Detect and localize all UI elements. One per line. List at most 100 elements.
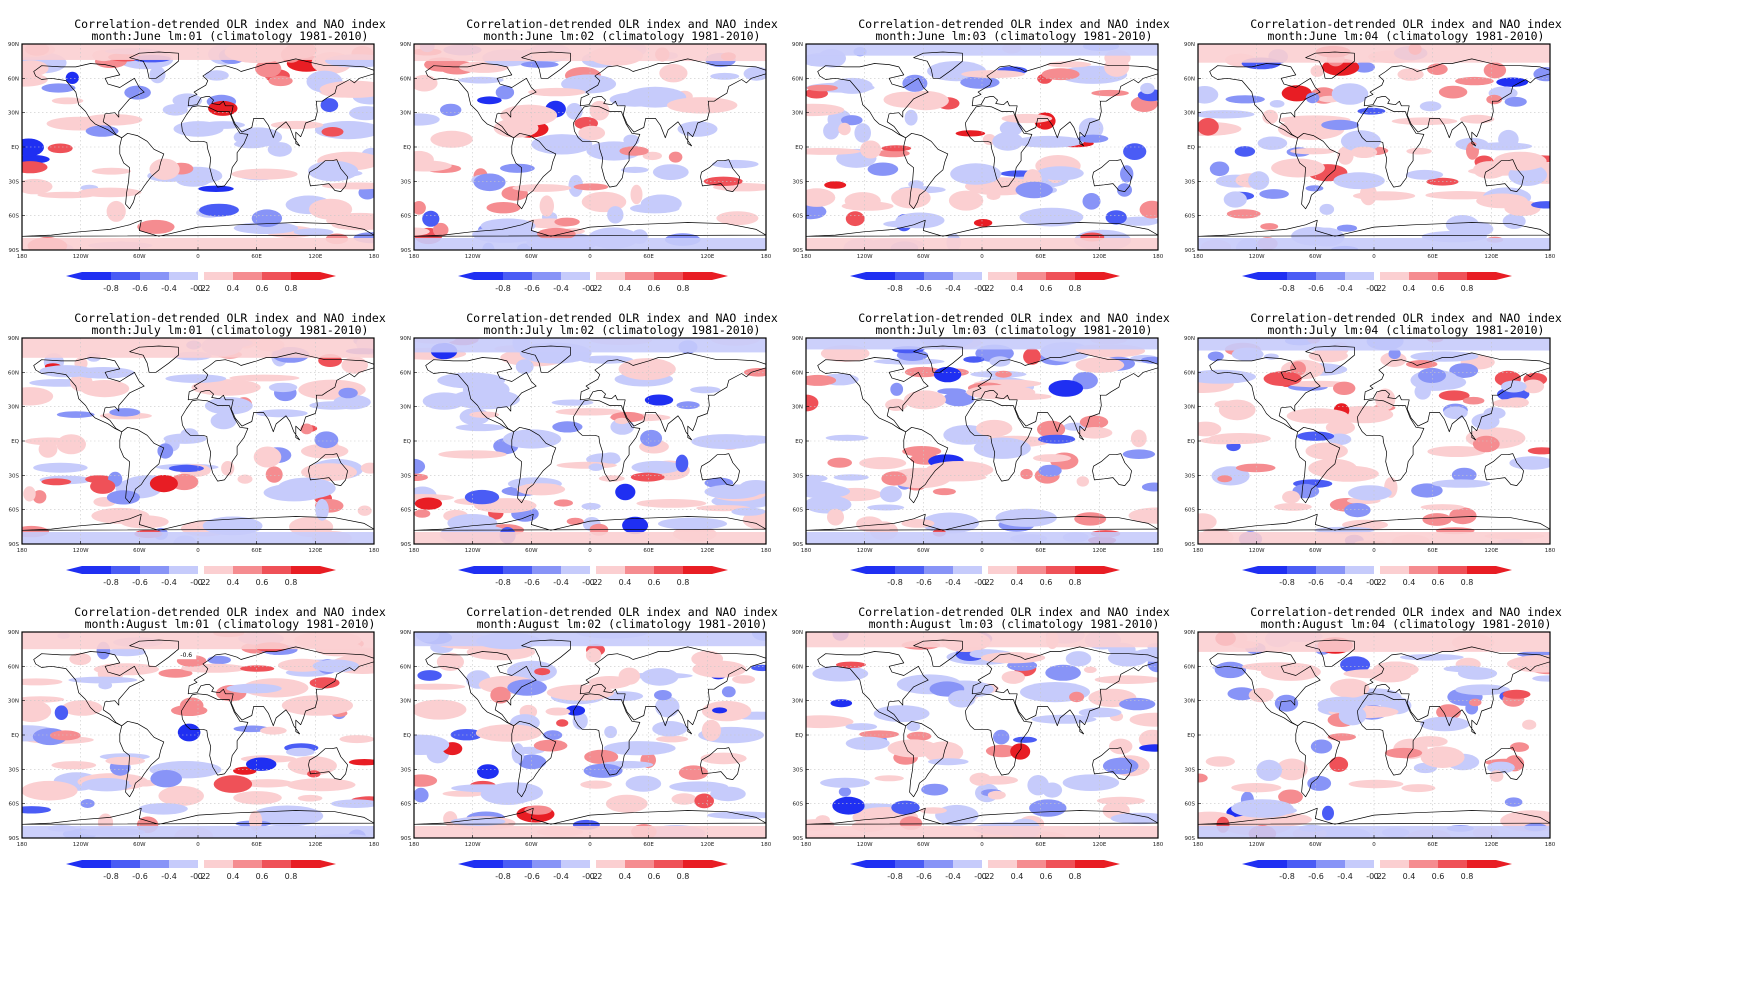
- correlation-patch: [1317, 696, 1366, 713]
- lon-tick-label: 60W: [917, 254, 930, 260]
- correlation-patch: [414, 699, 467, 720]
- lat-tick-label: 90S: [1185, 836, 1196, 842]
- colorbar-tick-label: -0.4: [553, 578, 569, 587]
- correlation-patch: [241, 779, 294, 788]
- correlation-patch: [293, 228, 334, 236]
- correlation-patch: [581, 502, 601, 510]
- lon-tick-label: 0: [980, 842, 984, 848]
- correlation-patch: [414, 113, 440, 126]
- correlation-patch: [1262, 109, 1278, 125]
- lat-tick-label: 90S: [793, 542, 804, 548]
- lat-tick-label: EQ: [11, 439, 19, 445]
- colorbar-tick-label: 0.8: [285, 872, 298, 881]
- correlation-patch: [51, 97, 84, 105]
- lat-tick-label: 30S: [401, 179, 412, 185]
- correlation-patch: [1281, 85, 1312, 102]
- colorbar-tick-label: 0.4: [619, 284, 632, 293]
- correlation-patch: [213, 775, 253, 793]
- lat-tick-label: EQ: [403, 439, 411, 445]
- correlation-patch: [806, 188, 836, 207]
- lat-tick-label: EQ: [795, 439, 803, 445]
- correlation-patch: [270, 120, 324, 130]
- correlation-patch: [1472, 435, 1500, 453]
- correlation-patch: [942, 391, 975, 407]
- correlation-patch: [1015, 181, 1053, 199]
- correlation-patch: [495, 85, 515, 100]
- lon-tick-label: 0: [980, 254, 984, 260]
- correlation-patch: [22, 806, 51, 814]
- lon-tick-label: 120E: [1092, 842, 1106, 848]
- graticule: [806, 632, 1158, 838]
- correlation-patch: [1094, 675, 1158, 684]
- lon-tick-label: 120W: [1249, 548, 1265, 554]
- correlation-patch: [1082, 193, 1101, 210]
- correlation-patch: [902, 91, 949, 111]
- colorbar-swatch: [1017, 566, 1046, 574]
- coastline: [1484, 159, 1524, 192]
- correlation-patch: [162, 104, 188, 116]
- lon-tick-label: 0: [1372, 548, 1376, 554]
- coastline: [1295, 720, 1341, 798]
- coastline: [903, 426, 949, 504]
- colorbar-swatch: [291, 860, 320, 868]
- panel-title-line2: month:July lm:01 (climatology 1981-2010): [91, 323, 369, 337]
- coastline: [129, 345, 179, 373]
- colorbar-swatch: [1258, 272, 1287, 280]
- coastline: [521, 639, 571, 667]
- correlation-patch: [1438, 85, 1468, 99]
- lat-tick-label: 30S: [9, 473, 20, 479]
- correlation-patch: [149, 158, 180, 180]
- colorbar-swatch: [474, 566, 503, 574]
- colorbar-tick-label: 0.6: [1432, 578, 1445, 587]
- correlation-patch: [824, 181, 847, 189]
- correlation-patch: [1104, 57, 1130, 77]
- colorbar-swatch: [683, 566, 712, 574]
- panel-title: Correlation-detrended OLR index and NAO …: [412, 312, 832, 336]
- colorbar-tick-label: 0.4: [1011, 872, 1024, 881]
- correlation-patch: [256, 409, 308, 418]
- panel-title: Correlation-detrended OLR index and NAO …: [20, 606, 440, 630]
- panel-title: Correlation-detrended OLR index and NAO …: [1196, 18, 1616, 42]
- correlation-patch: [652, 164, 689, 181]
- colorbar-swatch: [1345, 860, 1374, 868]
- correlation-patch: [721, 686, 736, 698]
- lat-tick-label: 60N: [792, 76, 803, 82]
- lat-tick-label: 60N: [1184, 664, 1195, 670]
- coastlines: [22, 345, 374, 531]
- colorbar-tick-label: 0.8: [677, 284, 690, 293]
- colorbar-swatch: [233, 860, 262, 868]
- colorbar-swatch: [111, 566, 140, 574]
- lat-tick-label: 90N: [400, 42, 411, 48]
- panel-title-line1: Correlation-detrended OLR index and NAO …: [858, 311, 1170, 325]
- correlation-patch: [731, 507, 766, 516]
- graticule: [1198, 338, 1550, 544]
- correlation-patch: [450, 389, 520, 410]
- coastline: [187, 646, 374, 735]
- colorbar-swatch: [140, 566, 169, 574]
- correlation-patch: [700, 752, 747, 765]
- colorbar-tick-label: -0.4: [1337, 578, 1353, 587]
- panel-title-line1: Correlation-detrended OLR index and NAO …: [466, 311, 778, 325]
- lon-tick-label: 120W: [857, 842, 873, 848]
- correlation-patch: [253, 446, 282, 468]
- lat-tick-label: 30N: [8, 405, 19, 411]
- correlation-field: [806, 338, 1158, 544]
- panel-title-line1: Correlation-detrended OLR index and NAO …: [466, 605, 778, 619]
- correlation-patch: [1119, 697, 1156, 711]
- graticule: [22, 44, 374, 250]
- colorbar-tick-label: -0.4: [553, 284, 569, 293]
- correlation-patch: [1130, 429, 1147, 448]
- colorbar-swatch: [895, 566, 924, 574]
- correlation-patch: [1038, 434, 1076, 444]
- correlation-patch: [1077, 134, 1109, 143]
- colorbar-tick-label: 0.2: [1374, 578, 1387, 587]
- correlation-patch: [1259, 189, 1289, 199]
- correlation-patch: [806, 147, 861, 155]
- correlation-patch: [845, 723, 878, 731]
- correlation-patch: [1129, 712, 1158, 727]
- coastline: [573, 693, 641, 776]
- correlation-patch: [309, 198, 353, 220]
